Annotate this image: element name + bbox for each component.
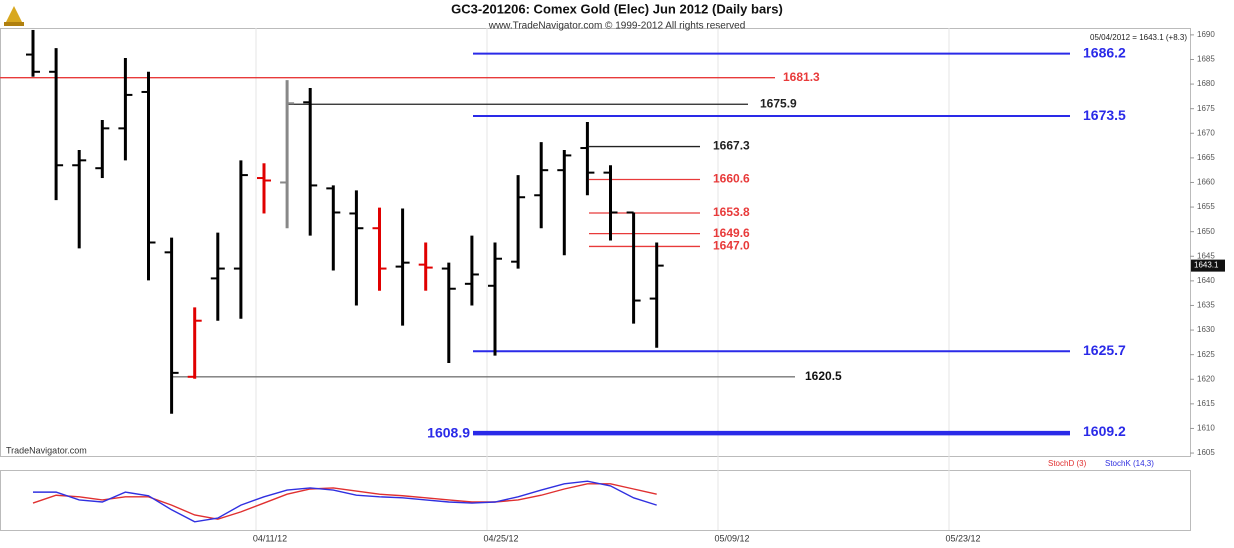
- y-tick-label: 1645: [1197, 251, 1215, 260]
- level-label: 1653.8: [713, 205, 750, 219]
- level-label: 1675.9: [760, 96, 797, 110]
- level-label: 1686.2: [1083, 44, 1126, 60]
- watermark: TradeNavigator.com: [6, 445, 87, 455]
- y-tick-label: 1605: [1197, 448, 1215, 457]
- x-tick-label: 04/11/12: [253, 533, 287, 543]
- x-tick-label: 05/09/12: [714, 533, 749, 543]
- level-label: 1681.3: [783, 70, 820, 84]
- level-label: 1625.7: [1083, 342, 1126, 358]
- quote-text: 05/04/2012 = 1643.1 (+8.3): [1090, 33, 1187, 42]
- logo: [4, 6, 24, 26]
- stoch-pane: [0, 470, 1191, 531]
- y-tick-label: 1610: [1197, 424, 1215, 433]
- level-label: 1667.3: [713, 139, 750, 153]
- y-tick-label: 1650: [1197, 227, 1215, 236]
- legend-label: StochK (14,3): [1105, 459, 1154, 468]
- level-label: 1660.6: [713, 172, 750, 186]
- y-tick-label: 1635: [1197, 301, 1215, 310]
- main-pane: [0, 28, 1191, 457]
- y-tick-label: 1660: [1197, 178, 1215, 187]
- y-tick-label: 1620: [1197, 374, 1215, 383]
- level-label: 1649.6: [713, 226, 750, 240]
- y-tick-label: 1675: [1197, 104, 1215, 113]
- level-label: 1608.9: [427, 425, 470, 441]
- level-label: 1620.5: [805, 369, 842, 383]
- stoch-line: [33, 480, 657, 523]
- chart-title: GC3-201206: Comex Gold (Elec) Jun 2012 (…: [451, 1, 783, 16]
- y-tick-label: 1670: [1197, 128, 1215, 137]
- last-price-label: 1643.1: [1194, 261, 1219, 270]
- y-tick-label: 1615: [1197, 399, 1215, 408]
- subtitle: www.TradeNavigator.com © 1999-2012 All r…: [488, 21, 746, 32]
- y-tick-label: 1640: [1197, 276, 1215, 285]
- legend-label: StochD (3): [1048, 459, 1087, 468]
- level-label: 1673.5: [1083, 107, 1126, 123]
- y-tick-label: 1680: [1197, 79, 1215, 88]
- y-tick-label: 1685: [1197, 55, 1215, 64]
- x-tick-label: 04/25/12: [483, 533, 518, 543]
- y-tick-label: 1625: [1197, 350, 1215, 359]
- stoch-line: [32, 483, 657, 520]
- y-tick-label: 1690: [1197, 30, 1215, 39]
- last-price-box: [1191, 259, 1225, 272]
- level-label: 1647.0: [713, 239, 750, 253]
- y-tick-label: 1630: [1197, 325, 1215, 334]
- y-tick-label: 1665: [1197, 153, 1215, 162]
- y-tick-label: 1655: [1197, 202, 1215, 211]
- level-label: 1609.2: [1083, 423, 1126, 439]
- x-tick-label: 05/23/12: [945, 533, 980, 543]
